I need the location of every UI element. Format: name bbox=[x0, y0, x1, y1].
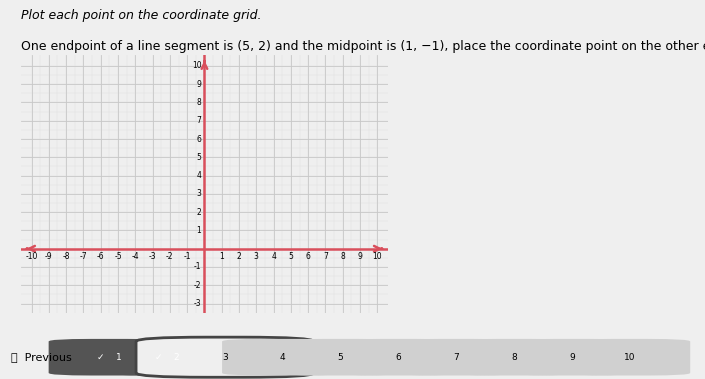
Text: 〈  Previous: 〈 Previous bbox=[11, 352, 71, 362]
Text: -3: -3 bbox=[149, 252, 157, 261]
Text: -5: -5 bbox=[114, 252, 122, 261]
Text: -1: -1 bbox=[183, 252, 191, 261]
Text: 2: 2 bbox=[197, 208, 202, 217]
Text: 8: 8 bbox=[511, 353, 517, 362]
Text: -9: -9 bbox=[45, 252, 53, 261]
Text: 2: 2 bbox=[173, 353, 179, 362]
Text: 1: 1 bbox=[116, 353, 121, 362]
Text: -7: -7 bbox=[80, 252, 87, 261]
Text: 3: 3 bbox=[197, 190, 202, 198]
Text: 3: 3 bbox=[222, 353, 228, 362]
Text: 4: 4 bbox=[280, 353, 286, 362]
Text: 6: 6 bbox=[197, 135, 202, 144]
Text: 7: 7 bbox=[197, 116, 202, 125]
FancyBboxPatch shape bbox=[136, 337, 314, 377]
Text: 9: 9 bbox=[197, 80, 202, 89]
Text: 10: 10 bbox=[624, 353, 635, 362]
Text: 4: 4 bbox=[197, 171, 202, 180]
Text: -10: -10 bbox=[25, 252, 37, 261]
Text: One endpoint of a line segment is (5, 2) and the midpoint is (1, −1), place the : One endpoint of a line segment is (5, 2)… bbox=[21, 40, 705, 53]
Text: 5: 5 bbox=[288, 252, 293, 261]
Text: 9: 9 bbox=[357, 252, 362, 261]
Text: 8: 8 bbox=[197, 98, 202, 107]
FancyBboxPatch shape bbox=[106, 339, 228, 376]
FancyBboxPatch shape bbox=[511, 339, 632, 376]
Text: -2: -2 bbox=[194, 281, 202, 290]
Text: 6: 6 bbox=[396, 353, 401, 362]
FancyBboxPatch shape bbox=[49, 339, 170, 376]
Text: Plot each point on the coordinate grid.: Plot each point on the coordinate grid. bbox=[21, 9, 262, 22]
Text: -2: -2 bbox=[166, 252, 173, 261]
Text: -4: -4 bbox=[131, 252, 139, 261]
Text: 9: 9 bbox=[569, 353, 575, 362]
Text: 7: 7 bbox=[323, 252, 328, 261]
Text: 8: 8 bbox=[341, 252, 345, 261]
Text: -6: -6 bbox=[97, 252, 104, 261]
Text: 3: 3 bbox=[254, 252, 259, 261]
Text: ✓: ✓ bbox=[155, 353, 162, 362]
FancyBboxPatch shape bbox=[222, 339, 343, 376]
Text: 4: 4 bbox=[271, 252, 276, 261]
Text: 1: 1 bbox=[219, 252, 224, 261]
Text: 5: 5 bbox=[197, 153, 202, 162]
Text: 10: 10 bbox=[372, 252, 382, 261]
FancyBboxPatch shape bbox=[338, 339, 459, 376]
FancyBboxPatch shape bbox=[280, 339, 401, 376]
FancyBboxPatch shape bbox=[453, 339, 575, 376]
Text: 2: 2 bbox=[237, 252, 241, 261]
FancyBboxPatch shape bbox=[396, 339, 517, 376]
Text: -8: -8 bbox=[62, 252, 70, 261]
Text: 10: 10 bbox=[192, 61, 202, 70]
Text: 6: 6 bbox=[306, 252, 311, 261]
Text: 1: 1 bbox=[197, 226, 202, 235]
Text: -3: -3 bbox=[194, 299, 202, 308]
FancyBboxPatch shape bbox=[569, 339, 690, 376]
Text: 7: 7 bbox=[453, 353, 459, 362]
Text: ✓: ✓ bbox=[97, 353, 104, 362]
Text: 5: 5 bbox=[338, 353, 343, 362]
Text: -1: -1 bbox=[194, 263, 202, 271]
